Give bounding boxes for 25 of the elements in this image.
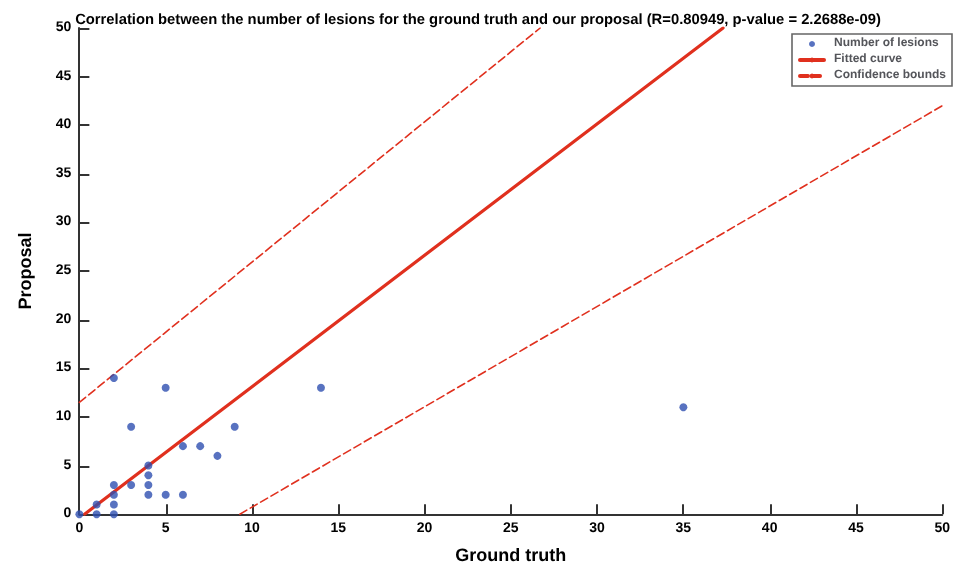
point <box>679 403 688 412</box>
point <box>109 490 118 499</box>
point <box>109 500 118 509</box>
point <box>109 481 118 490</box>
point <box>161 490 170 499</box>
point <box>230 422 239 431</box>
point <box>213 451 222 460</box>
point <box>109 510 118 519</box>
point <box>196 442 205 451</box>
point <box>109 374 118 383</box>
point <box>316 383 325 392</box>
point <box>144 481 153 490</box>
point <box>92 510 101 519</box>
point <box>161 383 170 392</box>
point <box>178 490 187 499</box>
point <box>127 422 136 431</box>
point <box>144 490 153 499</box>
point <box>144 461 153 470</box>
point <box>75 510 84 519</box>
point <box>92 500 101 509</box>
x-axis-title: Ground truth <box>455 545 567 565</box>
point <box>127 481 136 490</box>
y-axis-title: Proposal <box>15 232 35 310</box>
point <box>178 442 187 451</box>
point <box>144 471 153 480</box>
